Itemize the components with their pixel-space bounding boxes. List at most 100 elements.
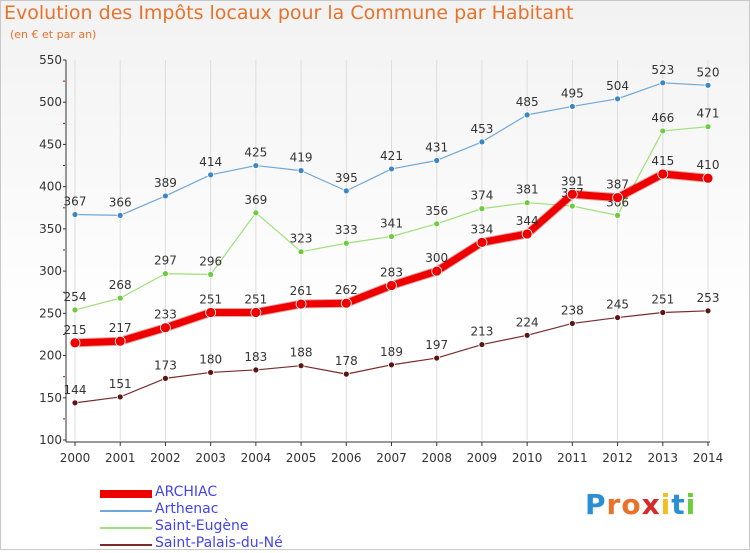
data-label-saint-eug-ne: 333 <box>335 223 358 237</box>
data-label-arthenac: 453 <box>470 122 493 136</box>
data-label-saint-eug-ne: 374 <box>470 189 493 203</box>
data-label-saint-palais-du-n-: 238 <box>561 303 584 317</box>
data-label-saint-palais-du-n-: 224 <box>516 315 539 329</box>
data-label-archiac: 215 <box>64 323 87 337</box>
data-point-archiac <box>612 192 623 204</box>
data-label-arthenac: 389 <box>154 176 177 190</box>
data-point-archiac <box>431 265 443 277</box>
y-tick-label: 550 <box>39 53 62 67</box>
data-label-arthenac: 504 <box>606 79 629 93</box>
data-label-saint-palais-du-n-: 144 <box>64 383 87 397</box>
data-label-archiac: 410 <box>697 158 720 172</box>
data-point-saint-eug-ne <box>252 209 260 217</box>
data-point-archiac <box>657 168 669 180</box>
data-label-saint-palais-du-n-: 253 <box>697 291 720 305</box>
data-point-saint-eug-ne <box>297 248 305 256</box>
data-label-saint-palais-du-n-: 245 <box>606 298 629 312</box>
data-label-archiac: 334 <box>470 222 493 236</box>
legend-swatch <box>100 490 152 498</box>
data-label-archiac: 251 <box>199 292 222 306</box>
data-label-saint-eug-ne: 356 <box>425 204 448 218</box>
data-point-archiac <box>250 307 262 318</box>
x-tick-label: 2008 <box>421 451 452 465</box>
data-label-saint-palais-du-n-: 251 <box>651 292 674 306</box>
data-label-arthenac: 485 <box>516 95 539 109</box>
data-label-arthenac: 395 <box>335 171 358 185</box>
data-label-saint-eug-ne: 268 <box>109 278 132 292</box>
data-point-saint-palais-du-n- <box>568 320 576 327</box>
data-point-arthenac <box>342 187 350 195</box>
data-point-arthenac <box>433 157 441 164</box>
x-tick-label: 2005 <box>286 451 317 465</box>
data-label-arthenac: 421 <box>380 149 403 163</box>
y-tick-label: 150 <box>39 391 62 405</box>
data-label-archiac: 300 <box>425 251 448 265</box>
data-point-archiac <box>702 172 714 184</box>
data-label-saint-palais-du-n-: 180 <box>199 352 222 366</box>
data-point-arthenac <box>207 171 215 179</box>
data-point-archiac <box>160 322 171 334</box>
x-tick-label: 2006 <box>331 451 362 465</box>
data-point-archiac <box>386 280 397 291</box>
data-label-saint-palais-du-n-: 173 <box>154 358 177 372</box>
data-label-archiac: 415 <box>651 154 674 168</box>
data-point-saint-palais-du-n- <box>433 354 441 362</box>
data-point-saint-eug-ne <box>568 202 576 210</box>
y-tick-label: 500 <box>39 95 62 109</box>
data-point-arthenac <box>388 165 395 173</box>
data-label-saint-eug-ne: 466 <box>651 111 674 125</box>
data-label-saint-eug-ne: 323 <box>290 232 313 246</box>
data-label-saint-eug-ne: 341 <box>380 216 403 230</box>
data-point-archiac <box>205 307 217 318</box>
data-label-archiac: 261 <box>290 284 313 298</box>
data-label-saint-eug-ne: 369 <box>244 193 267 207</box>
x-tick-label: 2011 <box>557 451 588 465</box>
data-point-arthenac <box>478 138 486 146</box>
data-label-saint-palais-du-n-: 151 <box>109 377 132 391</box>
data-point-saint-eug-ne <box>162 270 169 278</box>
data-label-saint-palais-du-n-: 178 <box>335 354 358 368</box>
legend-label: Saint-Eugène <box>155 518 249 534</box>
data-label-arthenac: 523 <box>651 63 674 77</box>
chart-title: Evolution des Impôts locaux pour la Comm… <box>4 2 574 24</box>
x-tick-label: 2003 <box>195 451 226 465</box>
y-tick-label: 350 <box>39 222 62 236</box>
data-label-saint-eug-ne: 381 <box>516 183 539 197</box>
data-point-saint-eug-ne <box>614 211 621 219</box>
data-label-archiac: 251 <box>244 292 267 306</box>
data-point-saint-palais-du-n- <box>342 370 350 378</box>
data-label-arthenac: 495 <box>561 86 584 100</box>
x-tick-label: 2009 <box>467 451 498 465</box>
data-point-arthenac <box>116 211 124 219</box>
data-point-arthenac <box>523 111 531 119</box>
data-point-arthenac <box>252 162 260 169</box>
data-point-saint-palais-du-n- <box>478 341 486 348</box>
line-chart: 100 150 200 250 300 350 400 450 500 550 2000 2001 20… <box>39 53 723 465</box>
x-tick-label: 2012 <box>602 451 633 465</box>
data-label-saint-palais-du-n-: 197 <box>425 338 448 352</box>
x-tick-label: 2001 <box>105 451 136 465</box>
data-point-archiac <box>566 188 578 200</box>
data-point-arthenac <box>614 95 621 103</box>
data-point-saint-eug-ne <box>433 220 441 228</box>
chart-subtitle: (en € et par an) <box>10 28 97 41</box>
data-point-saint-eug-ne <box>207 271 215 278</box>
legend-swatch <box>100 527 152 529</box>
data-point-archiac <box>114 335 126 347</box>
data-label-archiac: 387 <box>606 178 629 192</box>
data-point-saint-eug-ne <box>388 233 395 240</box>
data-point-saint-eug-ne <box>659 127 667 135</box>
data-label-arthenac: 520 <box>697 65 720 79</box>
data-point-saint-palais-du-n- <box>116 393 124 401</box>
data-point-saint-palais-du-n- <box>162 374 169 382</box>
data-point-saint-palais-du-n- <box>71 399 79 407</box>
data-label-saint-palais-du-n-: 183 <box>244 350 267 364</box>
data-label-arthenac: 414 <box>199 155 222 169</box>
data-label-saint-palais-du-n-: 213 <box>470 325 493 339</box>
data-point-archiac <box>340 297 352 309</box>
data-point-arthenac <box>659 79 667 87</box>
data-point-saint-eug-ne <box>116 294 124 302</box>
data-point-arthenac <box>297 167 305 175</box>
data-point-saint-eug-ne <box>71 306 79 314</box>
data-label-saint-eug-ne: 471 <box>697 107 720 121</box>
